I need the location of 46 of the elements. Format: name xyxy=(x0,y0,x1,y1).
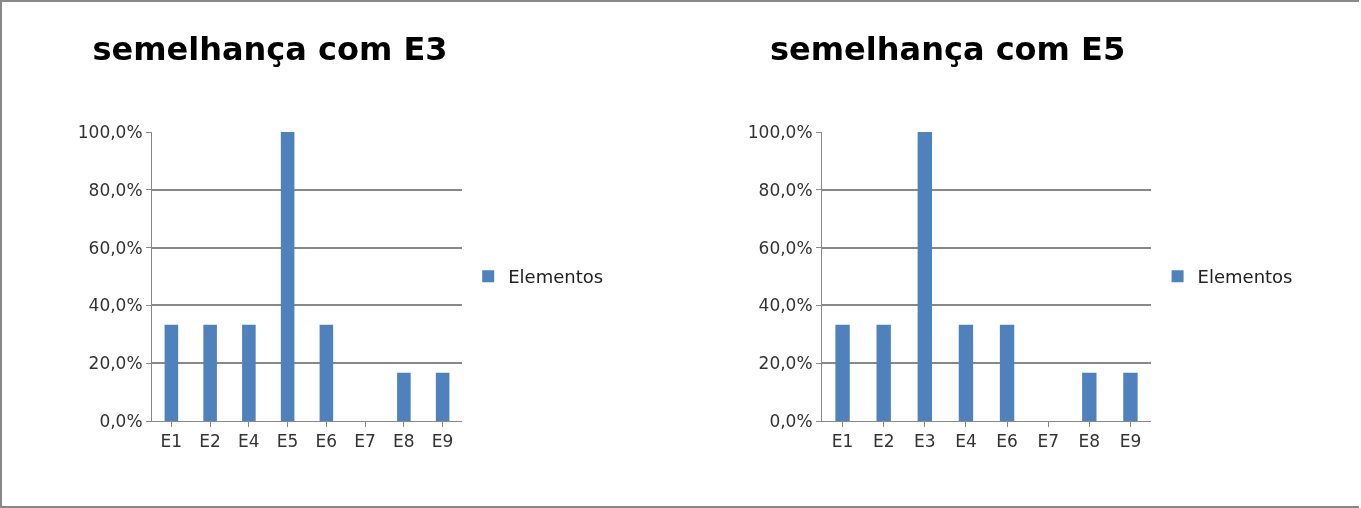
bar xyxy=(397,372,411,421)
bar xyxy=(999,324,1015,421)
y-tick-label: 0,0% xyxy=(769,410,813,431)
y-tick-label: 100,0% xyxy=(747,121,813,142)
x-tick-label: E7 xyxy=(354,431,376,452)
x-tick-label: E6 xyxy=(996,431,1018,452)
x-tick-label: E9 xyxy=(1119,431,1142,452)
y-tick-label: 20,0% xyxy=(88,353,143,374)
bar xyxy=(835,324,850,421)
y-tick-label: 40,0% xyxy=(758,295,813,316)
bar xyxy=(1082,372,1097,421)
y-tick-label: 40,0% xyxy=(88,295,143,316)
x-tick-label: E9 xyxy=(431,431,454,452)
bar xyxy=(164,324,179,421)
x-tick-label: E1 xyxy=(160,431,183,452)
chart-title: semelhança com E5 xyxy=(770,29,1126,68)
x-tick-label: E8 xyxy=(393,431,415,452)
legend-label: Elementos xyxy=(1197,266,1293,288)
y-tick-label: 60,0% xyxy=(88,237,143,258)
x-tick-label: E7 xyxy=(1037,431,1059,452)
legend-label: Elementos xyxy=(508,266,604,288)
chart-title: semelhança com E3 xyxy=(92,29,448,68)
bar xyxy=(435,372,450,421)
bar xyxy=(242,324,256,421)
bar xyxy=(203,324,217,421)
y-tick-label: 20,0% xyxy=(758,353,813,374)
bar xyxy=(876,324,891,421)
x-tick-label: E1 xyxy=(831,431,854,452)
y-tick-label: 80,0% xyxy=(88,179,143,200)
bar xyxy=(280,132,295,421)
bar xyxy=(958,324,974,421)
x-tick-label: E8 xyxy=(1078,431,1101,452)
x-tick-label: E2 xyxy=(199,431,221,452)
bar xyxy=(1123,372,1138,421)
bar xyxy=(319,324,334,421)
x-tick-label: E5 xyxy=(276,431,299,452)
x-tick-label: E6 xyxy=(315,431,338,452)
x-tick-label: E4 xyxy=(238,431,260,452)
y-tick-label: 80,0% xyxy=(758,179,813,200)
y-tick-label: 60,0% xyxy=(758,237,813,258)
x-tick-label: E4 xyxy=(955,431,977,452)
y-tick-label: 0,0% xyxy=(99,410,143,431)
x-tick-label: E3 xyxy=(914,431,936,452)
y-tick-label: 100,0% xyxy=(77,121,143,142)
x-tick-label: E2 xyxy=(872,431,895,452)
bar xyxy=(917,132,933,421)
